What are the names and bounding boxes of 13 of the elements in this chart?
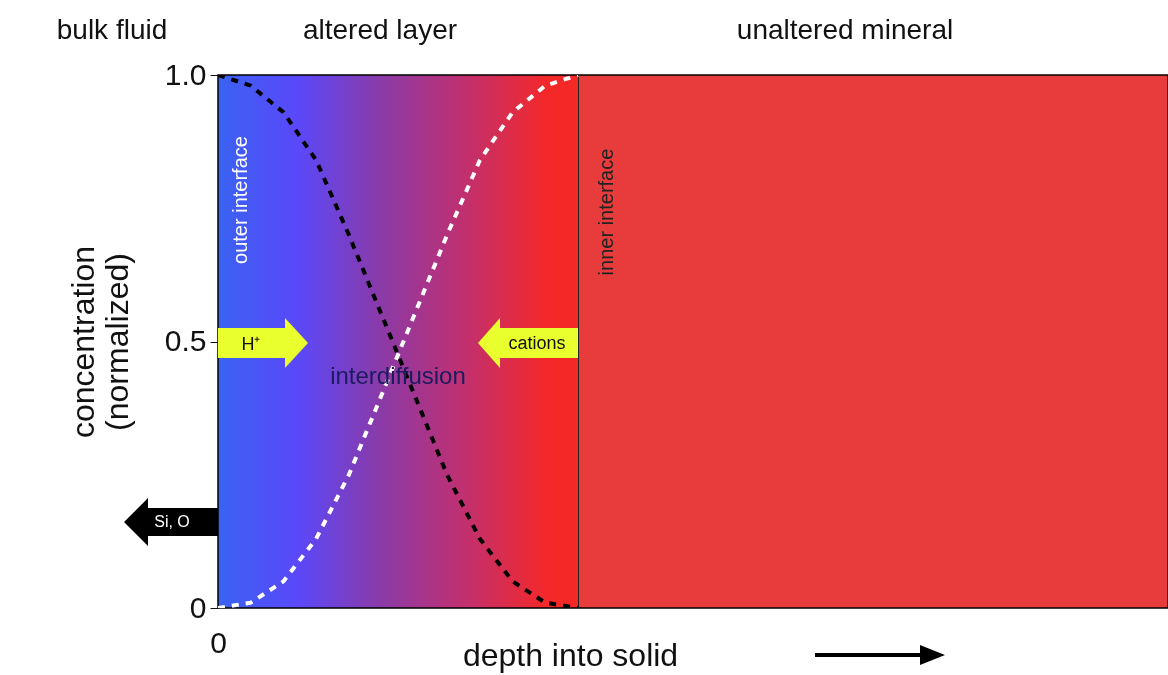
text: Si, O (154, 513, 190, 531)
y-tick-label: 1.0 (164, 57, 207, 91)
text: bulk fluid (56, 14, 168, 46)
x-axis-title: depth into solid (462, 636, 679, 673)
annotation: H⁺ (241, 333, 261, 355)
y-axis-title: concentration (normalized) (64, 245, 135, 439)
text: unaltered mineral (736, 14, 954, 46)
y-tick-label: 0.5 (164, 324, 207, 357)
text: altered layer (302, 14, 458, 46)
y-tick-label: 0 (189, 590, 207, 624)
annotation: outer interface (228, 136, 252, 264)
text: inner interface (594, 148, 618, 276)
annotation: cations (508, 332, 566, 354)
